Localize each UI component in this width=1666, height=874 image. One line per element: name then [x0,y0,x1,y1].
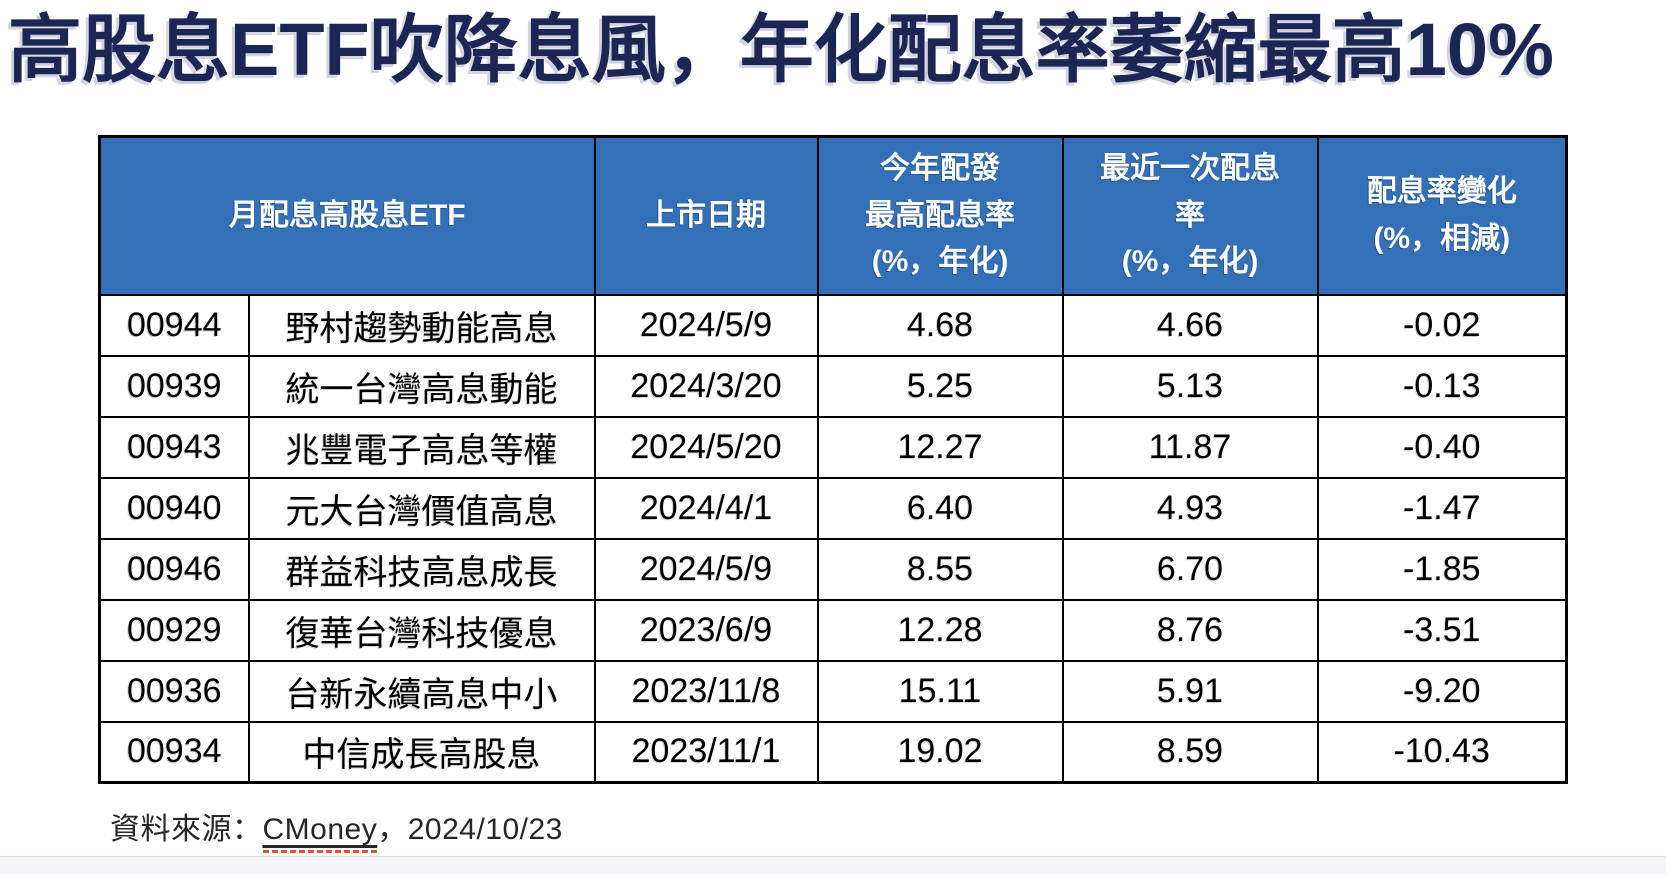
rate-change-value: -1.85 [1316,537,1568,601]
max-rate-value: 19.02 [816,720,1064,784]
rate-change-value: -9.20 [1316,659,1568,723]
page-title: 高股息ETF吹降息風，年化配息率萎縮最高10% [8,8,1554,91]
table-row: 00934 中信成長高股息 2023/11/1 19.02 8.59 -10.4… [98,720,1568,784]
header-latest-rate: 最近一次配息 率 (%，年化) [1061,135,1319,296]
listing-date: 2024/5/9 [593,537,819,601]
etf-code: 00929 [98,598,250,662]
listing-date: 2023/11/8 [593,659,819,723]
etf-code: 00939 [98,354,250,418]
bottom-edge-band [0,856,1666,874]
source-suffix: ，2024/10/23 [377,813,563,846]
max-rate-value: 12.27 [816,415,1064,479]
table-row: 00936 台新永續高息中小 2023/11/8 15.11 5.91 -9.2… [98,659,1568,723]
latest-rate-value: 8.59 [1061,720,1319,784]
max-rate-value: 6.40 [816,476,1064,540]
etf-code: 00934 [98,720,250,784]
listing-date: 2024/5/20 [593,415,819,479]
rate-change-value: -1.47 [1316,476,1568,540]
table-header-row: 月配息高股息ETF 上市日期 今年配發 最高配息率 (%，年化) 最近一次配息 … [98,135,1568,296]
etf-code: 00940 [98,476,250,540]
table-row: 00946 群益科技高息成長 2024/5/9 8.55 6.70 -1.85 [98,537,1568,601]
header-max-rate: 今年配發 最高配息率 (%，年化) [816,135,1064,296]
latest-rate-value: 5.13 [1061,354,1319,418]
rate-change-value: -3.51 [1316,598,1568,662]
etf-code: 00946 [98,537,250,601]
latest-rate-value: 5.91 [1061,659,1319,723]
header-listing-date: 上市日期 [593,135,819,296]
table-row: 00940 元大台灣價值高息 2024/4/1 6.40 4.93 -1.47 [98,476,1568,540]
rate-change-value: -0.13 [1316,354,1568,418]
listing-date: 2024/5/9 [593,293,819,357]
etf-code: 00936 [98,659,250,723]
table-row: 00944 野村趨勢動能高息 2024/5/9 4.68 4.66 -0.02 [98,293,1568,357]
etf-name: 群益科技高息成長 [247,537,596,601]
listing-date: 2023/6/9 [593,598,819,662]
etf-code: 00944 [98,293,250,357]
header-rate-change: 配息率變化 (%，相減) [1316,135,1568,296]
rate-change-value: -10.43 [1316,720,1568,784]
latest-rate-value: 4.93 [1061,476,1319,540]
max-rate-value: 15.11 [816,659,1064,723]
header-etf: 月配息高股息ETF [98,135,596,296]
rate-change-value: -0.40 [1316,415,1568,479]
etf-name: 台新永續高息中小 [247,659,596,723]
source-prefix: 資料來源： [110,813,263,846]
etf-name: 中信成長高股息 [247,720,596,784]
latest-rate-value: 6.70 [1061,537,1319,601]
source-link[interactable]: CMoney [262,813,378,853]
rate-change-value: -0.02 [1316,293,1568,357]
latest-rate-value: 8.76 [1061,598,1319,662]
latest-rate-value: 11.87 [1061,415,1319,479]
table-row: 00943 兆豐電子高息等權 2024/5/20 12.27 11.87 -0.… [98,415,1568,479]
etf-name: 元大台灣價值高息 [247,476,596,540]
etf-name: 兆豐電子高息等權 [247,415,596,479]
etf-dividend-table: 月配息高股息ETF 上市日期 今年配發 最高配息率 (%，年化) 最近一次配息 … [98,135,1569,784]
etf-code: 00943 [98,415,250,479]
table-row: 00929 復華台灣科技優息 2023/6/9 12.28 8.76 -3.51 [98,598,1568,662]
listing-date: 2024/4/1 [593,476,819,540]
etf-name: 統一台灣高息動能 [247,354,596,418]
latest-rate-value: 4.66 [1061,293,1319,357]
max-rate-value: 4.68 [816,293,1064,357]
max-rate-value: 12.28 [816,598,1064,662]
table-row: 00939 統一台灣高息動能 2024/3/20 5.25 5.13 -0.13 [98,354,1568,418]
listing-date: 2024/3/20 [593,354,819,418]
data-source-line: 資料來源：CMoney，2024/10/23 [110,804,563,853]
etf-name: 復華台灣科技優息 [247,598,596,662]
max-rate-value: 8.55 [816,537,1064,601]
max-rate-value: 5.25 [816,354,1064,418]
listing-date: 2023/11/1 [593,720,819,784]
etf-name: 野村趨勢動能高息 [247,293,596,357]
